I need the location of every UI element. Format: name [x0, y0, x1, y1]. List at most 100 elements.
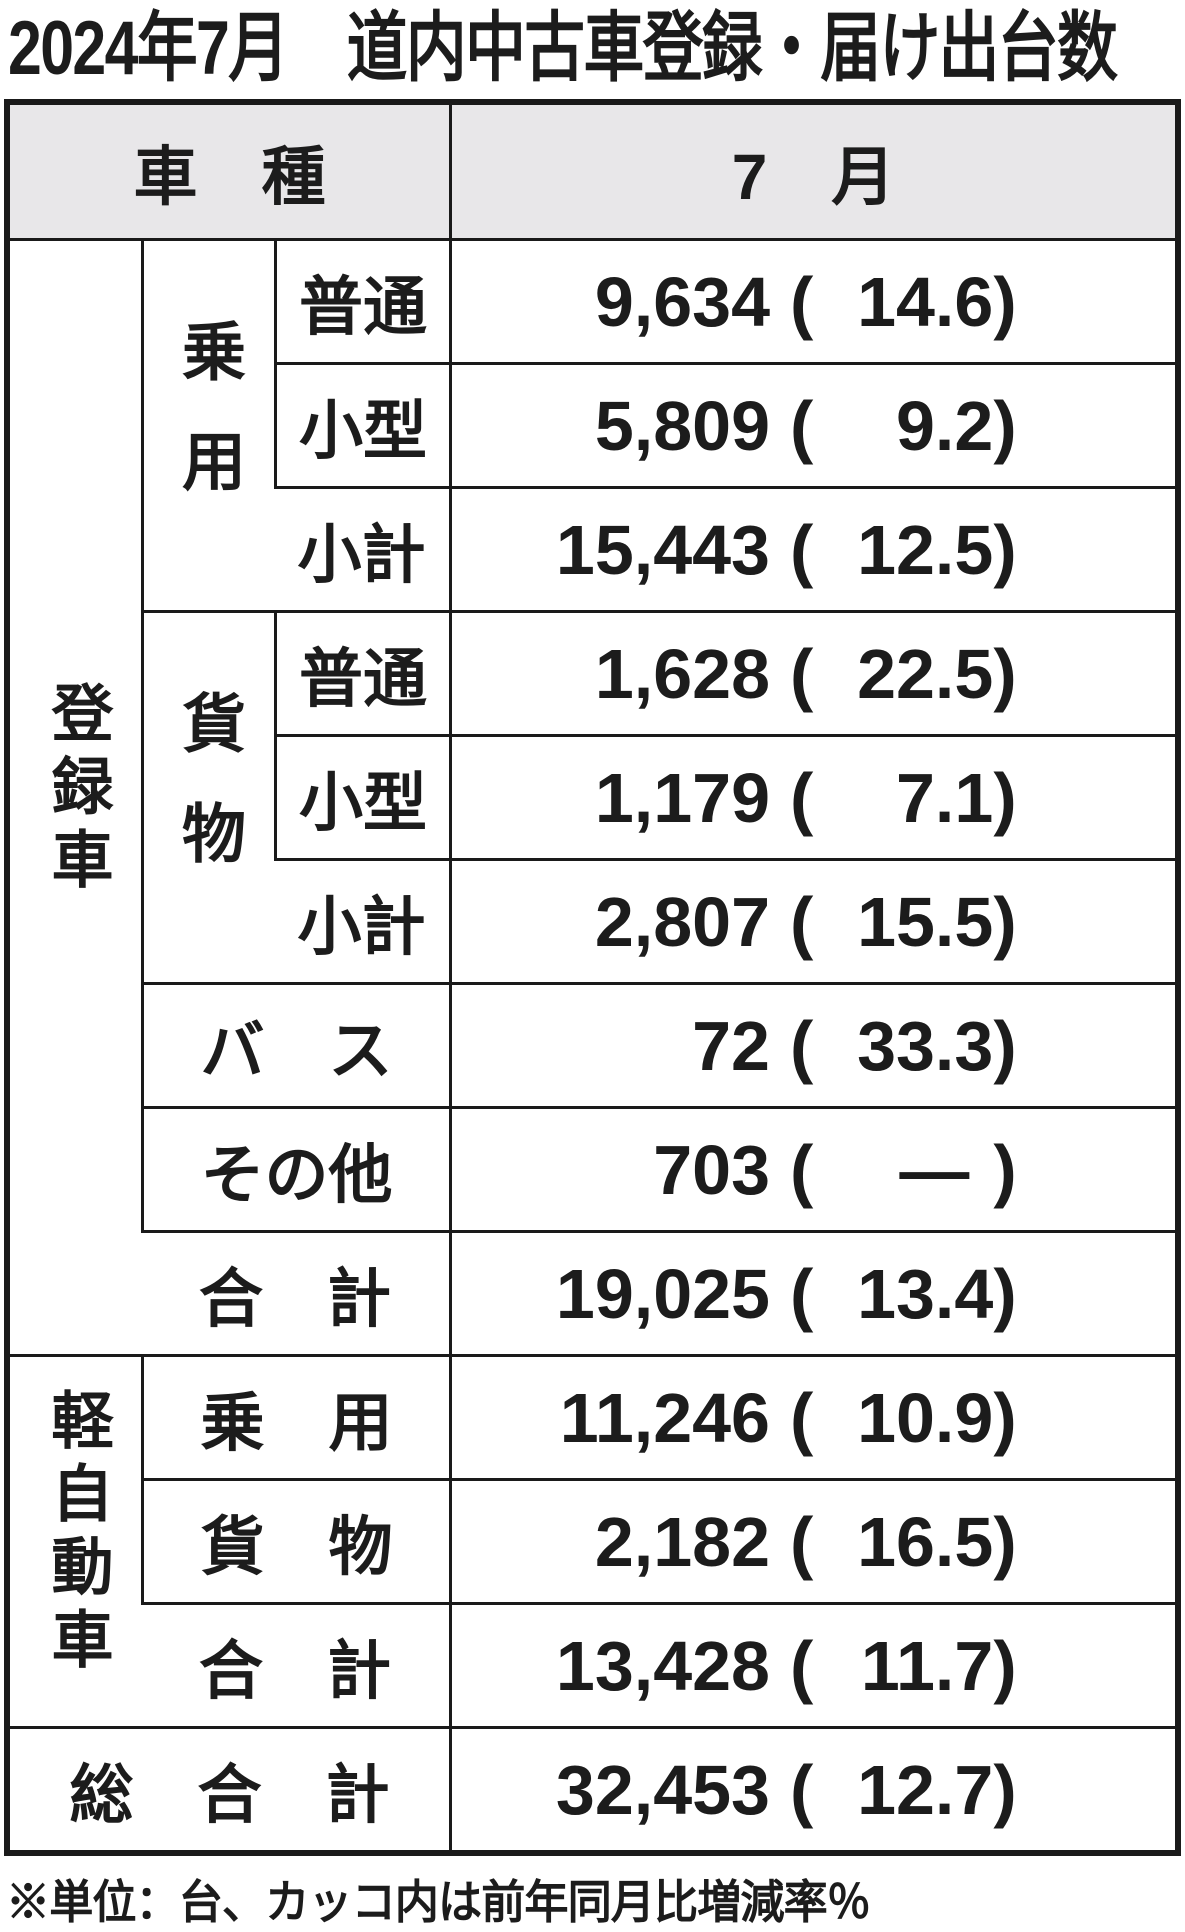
value-cell: 1,628 ( 22.5 ) — [449, 610, 1175, 735]
value-cell: 13,428 ( 11.7 ) — [449, 1602, 1175, 1727]
header-month: 7 月 — [449, 105, 1175, 239]
grand-total-label: 総 合 計 — [10, 1726, 449, 1850]
value-cell: 9,634 ( 14.6 ) — [449, 238, 1175, 363]
close-paren: ) — [993, 1750, 1017, 1829]
close-paren: ) — [993, 882, 1017, 961]
value-cell: 32,453 ( 12.7 ) — [449, 1726, 1175, 1851]
open-paren: ( — [790, 882, 814, 961]
total-label-kei: 合 計 — [141, 1602, 449, 1726]
open-paren: ( — [790, 758, 814, 837]
close-paren: ) — [993, 758, 1017, 837]
open-paren: ( — [790, 386, 814, 465]
value-cell: 19,025 ( 13.4 ) — [449, 1230, 1175, 1355]
value-line: 15,443 ( 12.5 ) — [452, 510, 1175, 590]
close-paren: ) — [993, 634, 1017, 713]
close-paren: ) — [993, 1006, 1017, 1085]
category-label: 普通 — [274, 238, 449, 363]
table-header-row: 車 種 7 月 — [10, 105, 1175, 239]
table-row: 貨 物 2,182 ( 16.5 ) — [10, 1478, 1175, 1603]
value-number: 2,182 — [594, 1502, 770, 1581]
value-number: 2,807 — [594, 882, 770, 961]
value-line: 2,182 ( 16.5 ) — [452, 1502, 1175, 1582]
value-yoy: 16.5 — [857, 1502, 994, 1581]
table-row: 小型 1,179 ( 7.1 ) — [10, 734, 1175, 859]
close-paren: ) — [993, 1626, 1017, 1705]
group-label-registered: 登録車 — [10, 238, 141, 1354]
category-label: 小型 — [274, 734, 449, 859]
value-number: 5,809 — [594, 386, 770, 465]
value-yoy: 7.1 — [896, 758, 994, 837]
category-label: 普通 — [274, 610, 449, 735]
value-yoy: 13.4 — [857, 1254, 994, 1333]
value-number: 9,634 — [594, 262, 770, 341]
open-paren: ( — [790, 1502, 814, 1581]
category-label: 小型 — [274, 362, 449, 487]
value-yoy: 11.7 — [860, 1626, 994, 1705]
value-number: 32,453 — [555, 1750, 770, 1829]
close-paren: ) — [993, 386, 1017, 465]
close-paren: ) — [993, 1378, 1017, 1457]
close-paren: ) — [993, 1130, 1017, 1209]
subgroup-label-cargo: 貨物 — [141, 610, 274, 983]
subgroup-label-passenger-text: 乗用 — [173, 318, 245, 539]
subtotal-label: 小計 — [274, 858, 449, 982]
close-paren: ) — [993, 1254, 1017, 1333]
value-cell: 1,179 ( 7.1 ) — [449, 734, 1175, 859]
value-line: 13,428 ( 11.7 ) — [452, 1626, 1175, 1706]
value-number: 1,628 — [594, 634, 770, 713]
value-yoy: 10.9 — [857, 1378, 994, 1457]
subgroup-label-cargo-text: 貨物 — [173, 690, 245, 911]
subtotal-label: 小計 — [274, 486, 449, 610]
value-yoy: 33.3 — [857, 1006, 994, 1085]
value-yoy: — — [899, 1130, 970, 1209]
value-line: 32,453 ( 12.7 ) — [452, 1750, 1175, 1830]
value-cell: 2,182 ( 16.5 ) — [449, 1478, 1175, 1603]
open-paren: ( — [790, 1626, 814, 1705]
table-row: 小計 15,443 ( 12.5 ) — [10, 486, 1175, 611]
value-cell: 11,246 ( 10.9 ) — [449, 1354, 1175, 1479]
table-row: その他 703 ( — ) — [10, 1106, 1175, 1231]
value-number: 703 — [653, 1130, 770, 1209]
value-yoy: 22.5 — [857, 634, 994, 713]
header-vehicle-type: 車 種 — [10, 105, 449, 239]
table-row: バ ス 72 ( 33.3 ) — [10, 982, 1175, 1107]
value-cell: 5,809 ( 9.2 ) — [449, 362, 1175, 487]
table-row: 合 計 19,025 ( 13.4 ) — [10, 1230, 1175, 1355]
table-row: 総 合 計 32,453 ( 12.7 ) — [10, 1726, 1175, 1851]
category-label-kei-passenger: 乗 用 — [141, 1354, 449, 1479]
group-label-kei: 軽自動車 — [10, 1354, 141, 1726]
value-yoy: 9.2 — [896, 386, 994, 465]
open-paren: ( — [790, 1254, 814, 1333]
subgroup-label-passenger: 乗用 — [141, 238, 274, 611]
value-line: 72 ( 33.3 ) — [452, 1006, 1175, 1086]
category-label-bus: バ ス — [141, 982, 449, 1107]
close-paren: ) — [993, 510, 1017, 589]
open-paren: ( — [790, 1006, 814, 1085]
open-paren: ( — [790, 262, 814, 341]
value-line: 9,634 ( 14.6 ) — [452, 262, 1175, 342]
open-paren: ( — [790, 634, 814, 713]
value-cell: 15,443 ( 12.5 ) — [449, 486, 1175, 611]
open-paren: ( — [790, 1750, 814, 1829]
table-row: 軽自動車 乗 用 11,246 ( 10.9 ) — [10, 1354, 1175, 1680]
table-row: 合 計 13,428 ( 11.7 ) — [10, 1602, 1175, 1727]
value-line: 1,179 ( 7.1 ) — [452, 758, 1175, 838]
table-row: 小型 5,809 ( 9.2 ) — [10, 362, 1175, 487]
category-label-kei-cargo: 貨 物 — [141, 1478, 449, 1603]
value-number: 19,025 — [555, 1254, 770, 1333]
table-row: 登録車 乗用 普通 9,634 ( 14.6 ) — [10, 238, 1175, 900]
value-line: 11,246 ( 10.9 ) — [452, 1378, 1175, 1458]
statistics-table: 車 種 7 月 登録車 乗用 普通 9,634 ( 14.6 ) 小 — [4, 99, 1181, 1857]
category-label-other: その他 — [141, 1106, 449, 1231]
value-yoy: 15.5 — [857, 882, 994, 961]
close-paren: ) — [993, 262, 1017, 341]
value-number: 11,246 — [559, 1378, 770, 1457]
value-yoy: 12.7 — [857, 1750, 994, 1829]
value-line: 2,807 ( 15.5 ) — [452, 882, 1175, 962]
value-number: 72 — [692, 1006, 770, 1085]
value-number: 1,179 — [594, 758, 770, 837]
page-title: 2024年7月 道内中古車登録・届け出台数 — [8, 6, 1118, 91]
value-number: 13,428 — [555, 1626, 770, 1705]
open-paren: ( — [790, 510, 814, 589]
